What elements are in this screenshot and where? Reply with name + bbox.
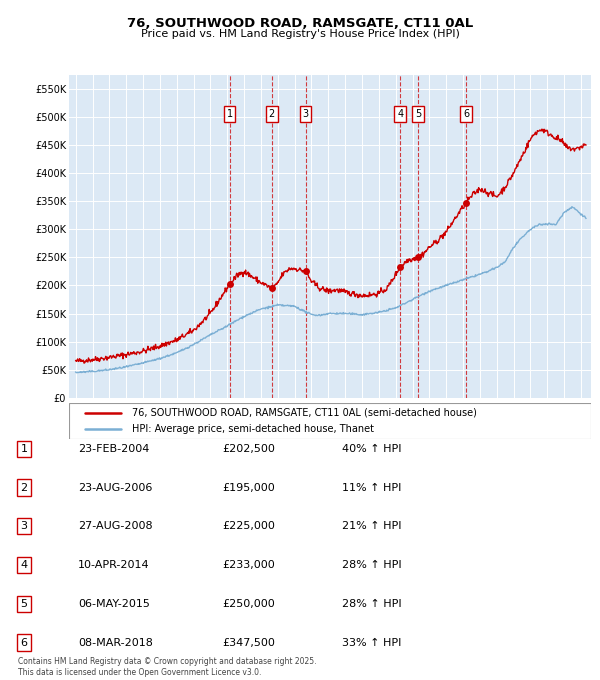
- Text: 28% ↑ HPI: 28% ↑ HPI: [342, 560, 401, 570]
- Text: 27-AUG-2008: 27-AUG-2008: [78, 522, 152, 531]
- Text: 76, SOUTHWOOD ROAD, RAMSGATE, CT11 0AL: 76, SOUTHWOOD ROAD, RAMSGATE, CT11 0AL: [127, 17, 473, 30]
- Text: 21% ↑ HPI: 21% ↑ HPI: [342, 522, 401, 531]
- Text: 1: 1: [20, 444, 28, 454]
- Text: Contains HM Land Registry data © Crown copyright and database right 2025.
This d: Contains HM Land Registry data © Crown c…: [18, 657, 317, 677]
- Text: 23-AUG-2006: 23-AUG-2006: [78, 483, 152, 492]
- FancyBboxPatch shape: [69, 403, 591, 439]
- Text: 3: 3: [20, 522, 28, 531]
- Text: 23-FEB-2004: 23-FEB-2004: [78, 444, 149, 454]
- Text: 11% ↑ HPI: 11% ↑ HPI: [342, 483, 401, 492]
- Text: 4: 4: [397, 109, 403, 119]
- Text: 6: 6: [463, 109, 469, 119]
- Text: 6: 6: [20, 638, 28, 647]
- Text: 76, SOUTHWOOD ROAD, RAMSGATE, CT11 0AL (semi-detached house): 76, SOUTHWOOD ROAD, RAMSGATE, CT11 0AL (…: [131, 407, 476, 418]
- Text: 1: 1: [227, 109, 233, 119]
- Text: £233,000: £233,000: [222, 560, 275, 570]
- Text: 10-APR-2014: 10-APR-2014: [78, 560, 149, 570]
- Text: 2: 2: [20, 483, 28, 492]
- Text: £202,500: £202,500: [222, 444, 275, 454]
- Text: 5: 5: [20, 599, 28, 609]
- Text: 3: 3: [302, 109, 308, 119]
- Text: 08-MAR-2018: 08-MAR-2018: [78, 638, 153, 647]
- Text: £225,000: £225,000: [222, 522, 275, 531]
- Text: HPI: Average price, semi-detached house, Thanet: HPI: Average price, semi-detached house,…: [131, 424, 374, 434]
- Text: £347,500: £347,500: [222, 638, 275, 647]
- Text: 5: 5: [415, 109, 421, 119]
- Text: Price paid vs. HM Land Registry's House Price Index (HPI): Price paid vs. HM Land Registry's House …: [140, 29, 460, 39]
- Text: 33% ↑ HPI: 33% ↑ HPI: [342, 638, 401, 647]
- Text: 06-MAY-2015: 06-MAY-2015: [78, 599, 150, 609]
- Text: 2: 2: [269, 109, 275, 119]
- Text: 40% ↑ HPI: 40% ↑ HPI: [342, 444, 401, 454]
- Text: 4: 4: [20, 560, 28, 570]
- Text: £195,000: £195,000: [222, 483, 275, 492]
- Text: £250,000: £250,000: [222, 599, 275, 609]
- Text: 28% ↑ HPI: 28% ↑ HPI: [342, 599, 401, 609]
